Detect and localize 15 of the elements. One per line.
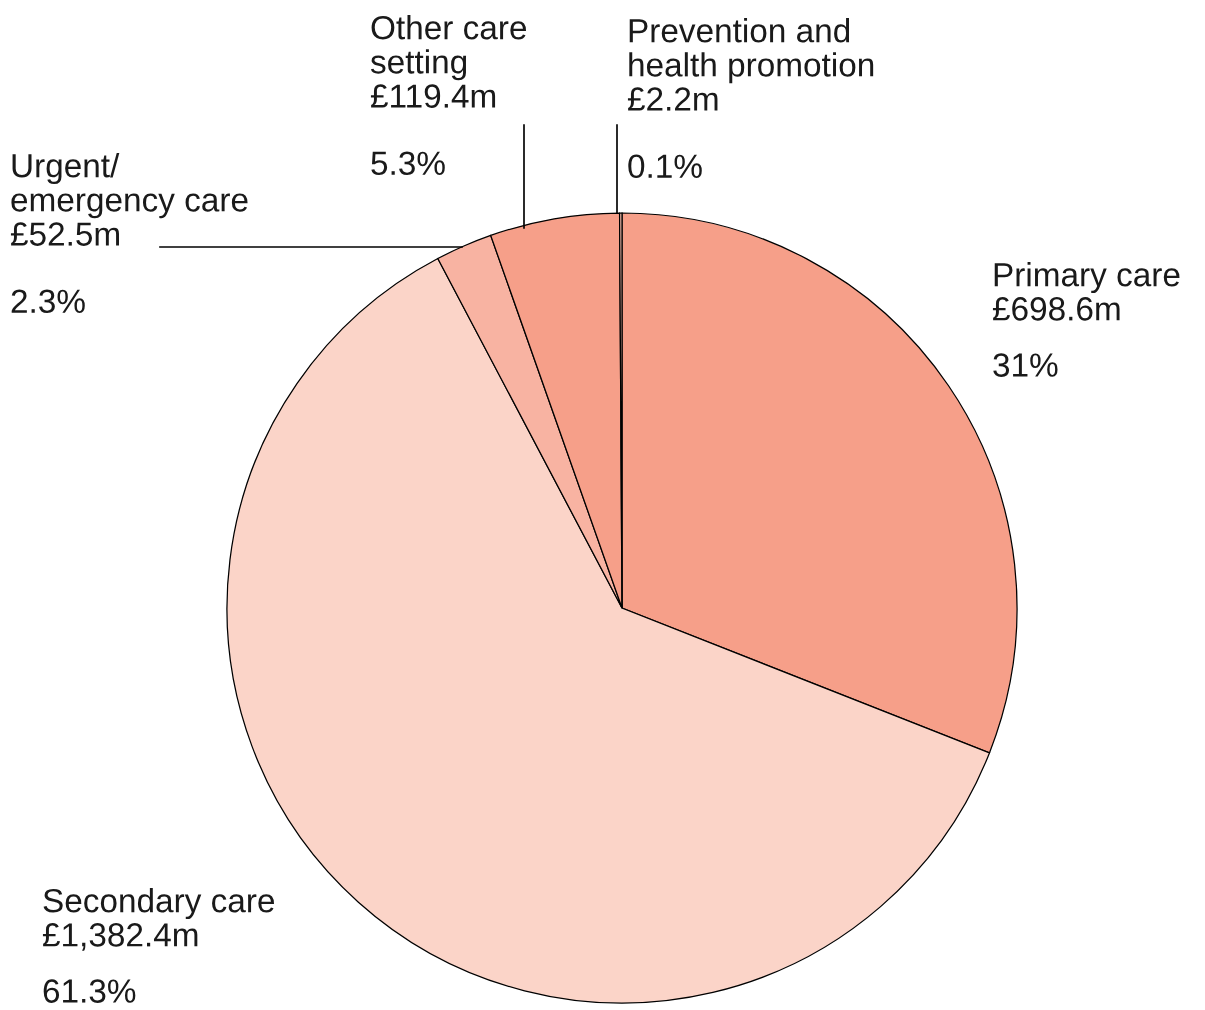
text: 61.3% (43, 979, 136, 1003)
data-label: £52.5m (10, 222, 119, 246)
slice-label: Prevention and health promotion (629, 18, 874, 84)
slice-label: Other care setting (370, 15, 526, 81)
text: 31% (993, 353, 1058, 377)
text: 5.3% (371, 151, 445, 176)
text: 2.3% (11, 289, 85, 314)
slice-label: Urgent/ emergency care (11, 153, 248, 219)
data-label: £1,382.4m (42, 923, 198, 951)
data-label: £2.2m (627, 87, 718, 111)
data-label: £698.6m (992, 297, 1120, 321)
data-label: £119.4m (370, 84, 496, 108)
slice-label: Primary care (994, 262, 1180, 294)
text: 0.1% (628, 154, 702, 179)
slice-label: Secondary care (43, 888, 274, 920)
